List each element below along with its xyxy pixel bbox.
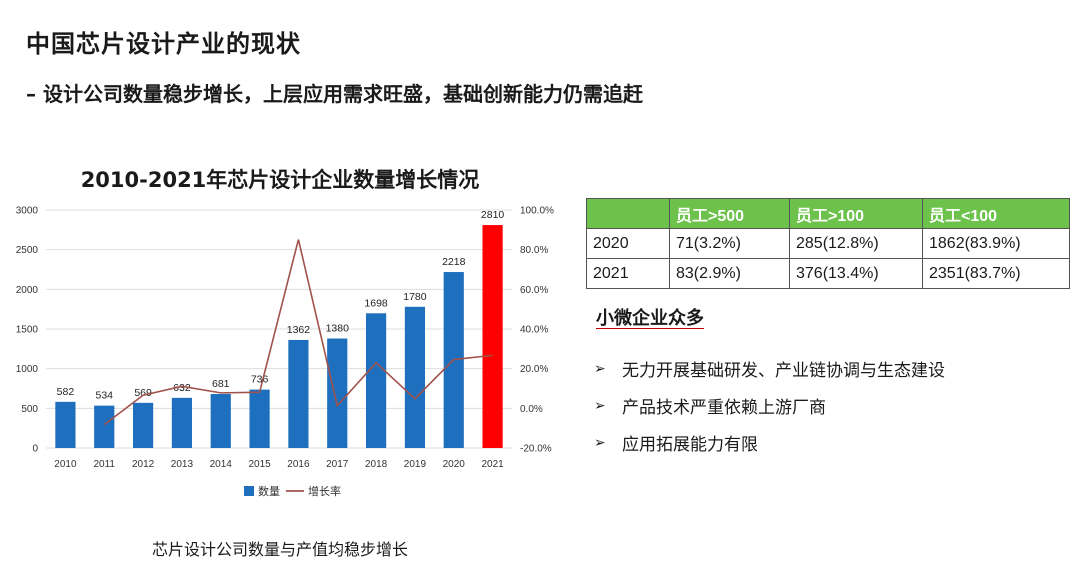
bar [94,405,115,448]
bar [132,402,154,448]
table-cell: 2021 [586,258,670,289]
slide-title: 中国芯片设计产业的现状 [26,30,301,58]
employee-table: 员工>500 员工>100 员工<100 2020 71(3.2%) 285(1… [586,198,1070,289]
x-tick-label: 2021 [481,459,504,470]
y-left-tick-label: 1000 [16,364,39,375]
table-header-cell [586,198,670,229]
chart-title: 2010-2021年芯片设计企业数量增长情况 [80,168,480,192]
arrow-bullet-icon: ➢ [594,397,606,414]
list-item-text: 产品技术严重依赖上游厂商 [622,398,826,418]
slide-subtitle: – 设计公司数量稳步增长，上层应用需求旺盛，基础创新能力仍需追赶 [26,82,643,106]
y-right-tick-label: 100.0% [520,206,554,217]
list-item-text: 应用拓展能力有限 [622,435,758,455]
data-label: 1780 [403,291,427,303]
bar [288,339,309,448]
bar [327,338,348,448]
x-tick-label: 2014 [210,459,233,470]
bar [55,401,76,448]
x-tick-label: 2017 [326,459,349,470]
list-item: ➢ 产品技术严重依赖上游厂商 [594,387,945,424]
data-label: 1362 [287,324,311,336]
y-left-tick-label: 0 [32,444,38,455]
list-item: ➢ 无力开展基础研发、产业链协调与生态建设 [594,350,945,387]
y-left-tick-label: 500 [21,404,38,415]
y-left-tick-label: 2000 [16,285,39,296]
x-tick-label: 2020 [443,459,466,470]
bar [365,313,387,448]
chart-caption: 芯片设计公司数量与产值均稳步增长 [151,540,408,559]
data-label: 534 [95,390,113,402]
bar [482,225,503,448]
y-right-tick-label: 60.0% [520,285,548,296]
legend-swatch-count [244,486,254,496]
table-row: 2021 83(2.9%) 376(13.4%) 2351(83.7%) [586,258,1070,289]
y-right-tick-label: 0.0% [520,404,543,415]
x-tick-label: 2015 [248,459,271,470]
y-left-tick-label: 3000 [16,206,39,217]
bar [210,393,231,448]
table-header-cell: 员工<100 [922,198,1070,229]
x-tick-label: 2012 [132,459,155,470]
y-right-tick-label: 40.0% [520,325,548,336]
legend-label: 数量 [258,485,280,498]
notes-heading: 小微企业众多 [596,308,704,329]
y-left-tick-label: 2500 [16,245,39,256]
data-label: 1698 [364,297,388,309]
table-cell: 71(3.2%) [669,228,790,259]
data-label: 736 [251,374,269,386]
y-right-tick-label: -20.0% [520,444,552,455]
bar [249,389,270,448]
bar [171,397,193,448]
table-cell: 285(12.8%) [789,228,923,259]
x-tick-label: 2011 [93,459,115,470]
data-label: 632 [173,382,191,394]
bar [404,306,426,448]
y-right-tick-label: 20.0% [520,364,548,375]
list-item: ➢ 应用拓展能力有限 [594,424,945,461]
x-tick-label: 2013 [171,459,194,470]
list-item-text: 无力开展基础研发、产业链协调与生态建设 [622,361,945,381]
data-label: 582 [57,386,75,398]
table-cell: 83(2.9%) [669,258,790,289]
x-tick-label: 2010 [54,459,77,470]
legend-label: 增长率 [308,484,341,498]
x-tick-label: 2016 [287,459,310,470]
table-cell: 2020 [586,228,670,259]
data-label: 2218 [442,256,466,268]
data-label: 2810 [481,209,505,221]
y-left-tick-label: 1500 [16,325,39,336]
table-header-cell: 员工>100 [789,198,923,229]
x-tick-label: 2019 [404,459,427,470]
data-label: 1380 [326,323,350,335]
table-cell: 1862(83.9%) [922,228,1070,259]
data-label: 569 [134,387,152,399]
table-cell: 2351(83.7%) [922,258,1070,289]
table-row: 2020 71(3.2%) 285(12.8%) 1862(83.9%) [586,228,1070,259]
x-tick-label: 2018 [365,459,388,470]
arrow-bullet-icon: ➢ [594,360,606,377]
growth-rate-line [103,239,493,426]
arrow-bullet-icon: ➢ [594,434,606,451]
table-header-row: 员工>500 员工>100 员工<100 [586,198,1070,229]
data-label: 681 [212,378,230,390]
y-right-tick-label: 80.0% [520,245,548,256]
table-cell: 376(13.4%) [789,258,923,289]
table-header-cell: 员工>500 [669,198,790,229]
chart: 0 500 1000 1500 2000 2500 3000 -20.0% 0.0% 20.0% 4… [16,206,554,499]
notes-list: ➢ 无力开展基础研发、产业链协调与生态建设 ➢ 产品技术严重依赖上游厂商 ➢ 应用拓展… [594,350,945,461]
